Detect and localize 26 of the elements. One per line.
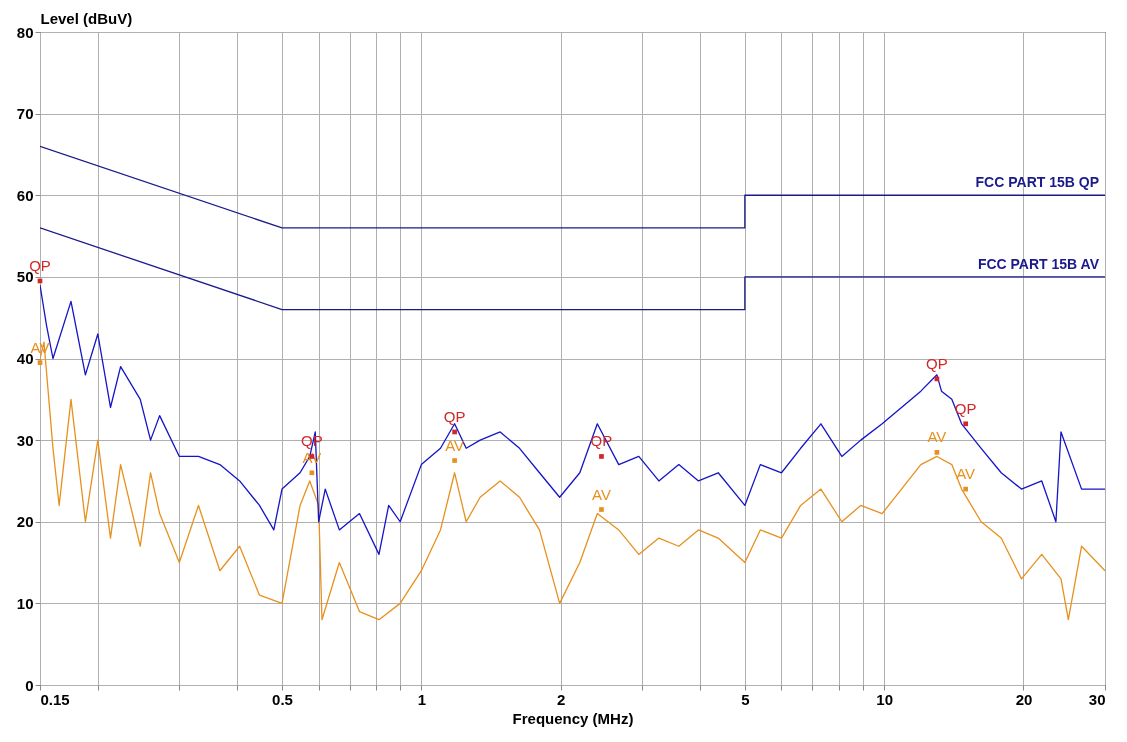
y-tick-label: 0 <box>25 676 34 694</box>
x-tick-label: 30 <box>1088 690 1106 708</box>
y-tick-label: 30 <box>16 431 34 449</box>
y-axis-title: Level (dBuV) <box>40 9 133 27</box>
y-tick-label: 60 <box>16 186 34 204</box>
y-tick-label: 80 <box>16 23 34 41</box>
series-label: FCC PART 15B AV <box>977 255 1100 272</box>
x-tick-label: 0.5 <box>272 690 293 708</box>
text: AV <box>956 465 976 483</box>
y-tick-label: 70 <box>16 105 34 123</box>
x-tick-label: 10 <box>876 690 894 708</box>
x-tick-label: 2 <box>556 690 566 708</box>
series-label: FCC PART 15B QP <box>975 174 1099 191</box>
text: QP <box>954 399 977 417</box>
y-tick-label: 10 <box>16 594 34 612</box>
text: AV <box>445 436 465 454</box>
x-tick-label: 1 <box>417 690 427 708</box>
text: AV <box>592 485 611 503</box>
x-axis-title: Frequency (MHz) <box>512 709 634 727</box>
y-tick-label: 20 <box>16 513 34 531</box>
text: QP <box>926 354 948 372</box>
text: QP <box>443 407 466 425</box>
x-tick-label: 0.15 <box>40 690 70 708</box>
x-tick-label: 5 <box>741 690 750 708</box>
x-tick-label: 20 <box>1015 690 1033 708</box>
series-label: AV <box>927 428 947 446</box>
